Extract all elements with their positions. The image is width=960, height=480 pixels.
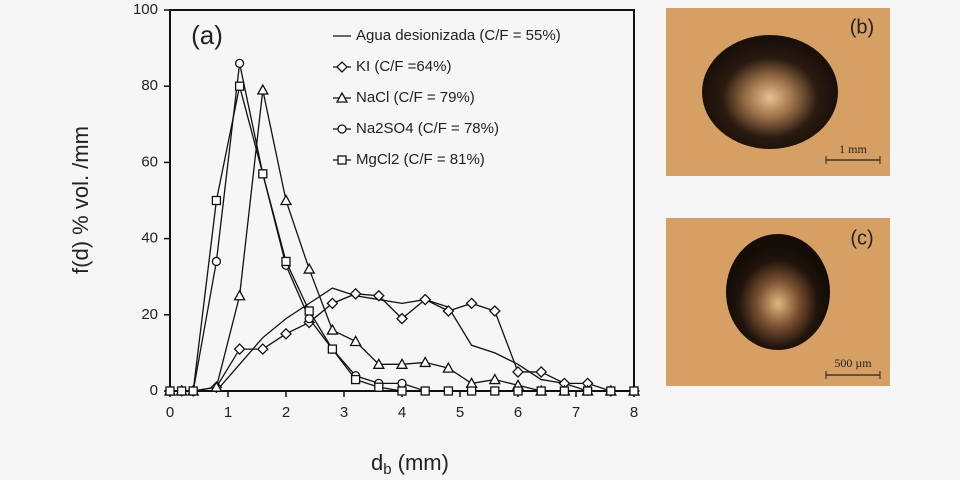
- marker-square: [258, 169, 268, 179]
- series-line: [170, 287, 634, 392]
- series-line: [170, 293, 634, 392]
- y-tick-label: 80: [141, 77, 158, 94]
- series-line: [170, 63, 634, 392]
- marker-triangle: [442, 361, 455, 373]
- marker-triangle: [372, 357, 385, 369]
- marker-triangle: [279, 194, 293, 206]
- marker-diamond: [488, 305, 501, 317]
- x-tick-label: 4: [398, 404, 406, 421]
- series-line: [170, 86, 634, 392]
- marker-diamond: [465, 297, 478, 310]
- marker-square: [211, 195, 222, 206]
- x-tick-label: 6: [514, 404, 522, 421]
- legend-label: Agua desionizada (C/F = 55%): [356, 27, 561, 44]
- marker-square: [350, 374, 361, 385]
- marker-square: [304, 306, 314, 316]
- marker-circle: [211, 256, 222, 267]
- marker-square: [420, 386, 430, 396]
- marker-square: [234, 81, 245, 91]
- x-tick-label: 1: [224, 404, 232, 421]
- marker-diamond: [326, 297, 339, 310]
- droplet: [702, 35, 838, 149]
- photo-b: (b) 1 mm: [666, 8, 890, 176]
- panel-label: (b): [850, 16, 874, 38]
- marker-triangle: [349, 335, 362, 347]
- y-tick-label: 60: [141, 153, 158, 170]
- legend-label: MgCl2 (C/F = 81%): [356, 151, 485, 168]
- scale-label: 1 mm: [839, 142, 867, 156]
- x-title-main: d: [371, 450, 383, 475]
- marker-square: [513, 386, 523, 396]
- marker-square: [466, 386, 477, 396]
- marker-square: [374, 382, 384, 392]
- photo-c: (c) 500 µm: [666, 218, 890, 386]
- marker-triangle: [303, 262, 316, 274]
- marker-triangle: [395, 357, 409, 369]
- legend-marker: [337, 124, 347, 134]
- droplet: [726, 234, 830, 350]
- y-tick-label: 40: [141, 230, 158, 247]
- panel-label: (c): [850, 227, 873, 249]
- marker-square: [281, 256, 291, 267]
- y-tick-label: 20: [141, 306, 158, 323]
- x-tick-label: 8: [630, 404, 638, 421]
- x-tick-label: 7: [572, 404, 580, 421]
- marker-triangle: [210, 380, 223, 392]
- marker-diamond: [442, 305, 455, 317]
- legend-marker: [335, 91, 349, 103]
- legend-label: Na2SO4 (C/F = 78%): [356, 120, 499, 137]
- x-tick-label: 0: [166, 404, 174, 421]
- marker-triangle: [326, 323, 339, 335]
- legend-marker: [336, 61, 348, 73]
- y-tick-label: 100: [133, 1, 158, 18]
- marker-circle: [397, 378, 407, 389]
- marker-square: [176, 386, 187, 396]
- panel-annotation: (a): [191, 20, 223, 50]
- scale-label: 500 µm: [834, 356, 872, 370]
- legend-marker: [337, 155, 347, 165]
- marker-diamond: [535, 366, 548, 378]
- marker-square: [327, 344, 338, 354]
- x-axis-title: db (mm): [371, 450, 449, 478]
- marker-triangle: [233, 289, 246, 301]
- marker-diamond: [280, 327, 292, 340]
- marker-square: [629, 386, 639, 396]
- marker-square: [397, 386, 407, 396]
- marker-square: [582, 386, 593, 396]
- marker-diamond: [512, 366, 524, 378]
- legend-label: NaCl (C/F = 79%): [356, 89, 475, 106]
- marker-square: [559, 386, 570, 396]
- marker-diamond: [233, 343, 246, 356]
- marker-square: [165, 386, 175, 396]
- marker-square: [443, 386, 454, 396]
- y-axis-title: f(d) % vol. /mm: [68, 126, 93, 274]
- marker-diamond: [419, 293, 432, 306]
- x-tick-label: 2: [282, 404, 290, 421]
- marker-square: [606, 386, 616, 396]
- x-tick-label: 3: [340, 404, 348, 421]
- marker-triangle: [419, 356, 432, 368]
- y-tick-label: 0: [150, 382, 158, 399]
- marker-diamond: [349, 287, 362, 300]
- marker-diamond: [396, 312, 408, 325]
- marker-triangle: [256, 83, 269, 95]
- marker-diamond: [372, 289, 385, 302]
- x-title-sub: b: [383, 461, 391, 478]
- marker-square: [188, 386, 198, 396]
- marker-circle: [234, 58, 245, 68]
- marker-triangle: [488, 373, 501, 385]
- marker-square: [536, 386, 546, 396]
- marker-diamond: [256, 343, 269, 356]
- marker-square: [490, 386, 500, 396]
- x-tick-label: 5: [456, 404, 464, 421]
- legend-label: KI (C/F =64%): [356, 58, 451, 75]
- x-title-unit: (mm): [398, 450, 449, 475]
